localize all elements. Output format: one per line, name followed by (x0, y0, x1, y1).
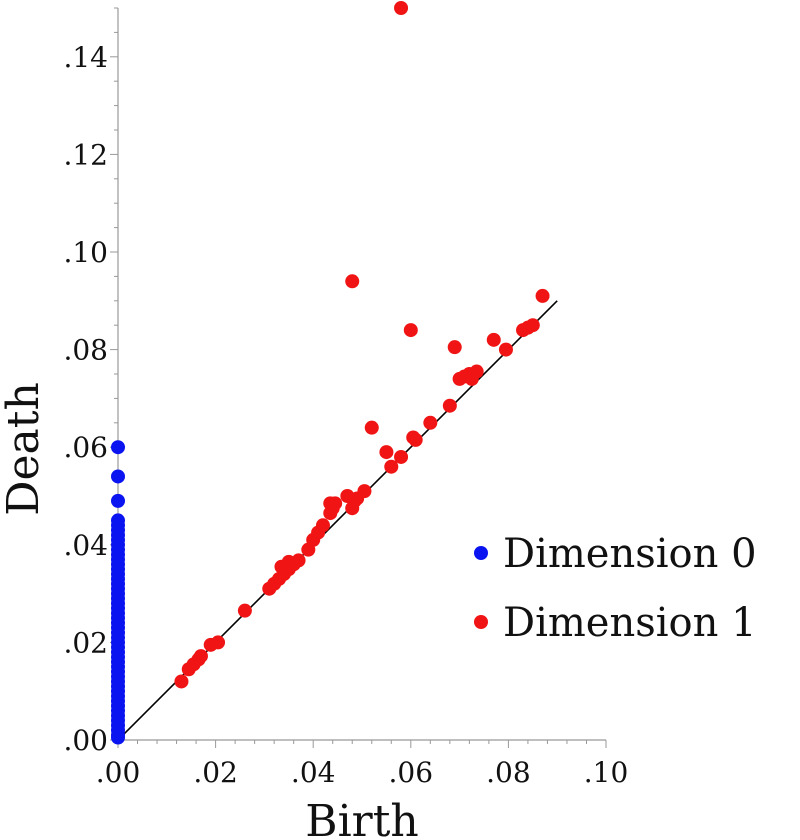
y-tick-label: .02 (63, 626, 108, 659)
point-dimension-1 (535, 288, 550, 303)
point-dimension-1 (384, 459, 399, 474)
point-dimension-1 (364, 420, 379, 435)
y-axis-title: Death (0, 382, 49, 516)
point-dimension-0 (111, 730, 125, 745)
x-tick-label: .02 (193, 756, 238, 789)
point-dimension-1 (408, 432, 423, 447)
legend: Dimension 0 Dimension 1 (474, 531, 757, 646)
point-dimension-0 (111, 469, 125, 484)
point-dimension-1 (379, 445, 394, 460)
y-tick-label: .10 (63, 236, 108, 269)
legend-marker-dimension-0 (474, 546, 488, 560)
x-axis-title: Birth (305, 796, 418, 840)
legend-label-dimension-0: Dimension 0 (503, 531, 757, 577)
point-dimension-1 (394, 1, 409, 15)
point-dimension-1 (237, 603, 252, 618)
tick-labels: .00 .02 .04 .06 .08 .10 .00 .02 .04 .06 .08 .10 .12.… (63, 41, 628, 789)
point-dimension-0 (111, 493, 125, 508)
point-dimension-1 (193, 649, 208, 664)
y-tick-label: .04 (63, 529, 108, 562)
point-dimension-1 (464, 371, 479, 386)
x-tick-label: .04 (291, 756, 336, 789)
y-tick-label: .12 (63, 138, 108, 171)
x-tick-label: .10 (584, 756, 629, 789)
point-dimension-1 (357, 484, 372, 499)
y-tick-label: .08 (63, 334, 108, 367)
point-dimension-1 (345, 274, 360, 289)
point-dimension-1 (394, 449, 409, 464)
y-tick-label: .00 (63, 724, 108, 757)
point-dimension-1 (525, 318, 540, 333)
point-dimension-1 (315, 518, 330, 533)
legend-label-dimension-1: Dimension 1 (503, 600, 757, 646)
point-dimension-1 (486, 332, 501, 347)
point-dimension-1 (328, 496, 343, 511)
y-tick-label: .06 (63, 431, 108, 464)
legend-marker-dimension-1 (474, 615, 488, 629)
y-tick-label: .14 (63, 41, 108, 74)
point-dimension-1 (442, 398, 457, 413)
x-tick-label: .08 (486, 756, 531, 789)
point-dimension-1 (498, 342, 513, 357)
x-tick-label: .00 (96, 756, 141, 789)
point-dimension-0 (111, 440, 125, 455)
point-dimension-1 (174, 674, 189, 689)
point-dimension-1 (403, 323, 418, 338)
data-points (111, 1, 550, 745)
point-dimension-1 (291, 553, 306, 568)
x-tick-label: .06 (389, 756, 434, 789)
point-dimension-1 (447, 340, 462, 355)
point-dimension-1 (211, 635, 226, 650)
point-dimension-1 (423, 415, 438, 430)
